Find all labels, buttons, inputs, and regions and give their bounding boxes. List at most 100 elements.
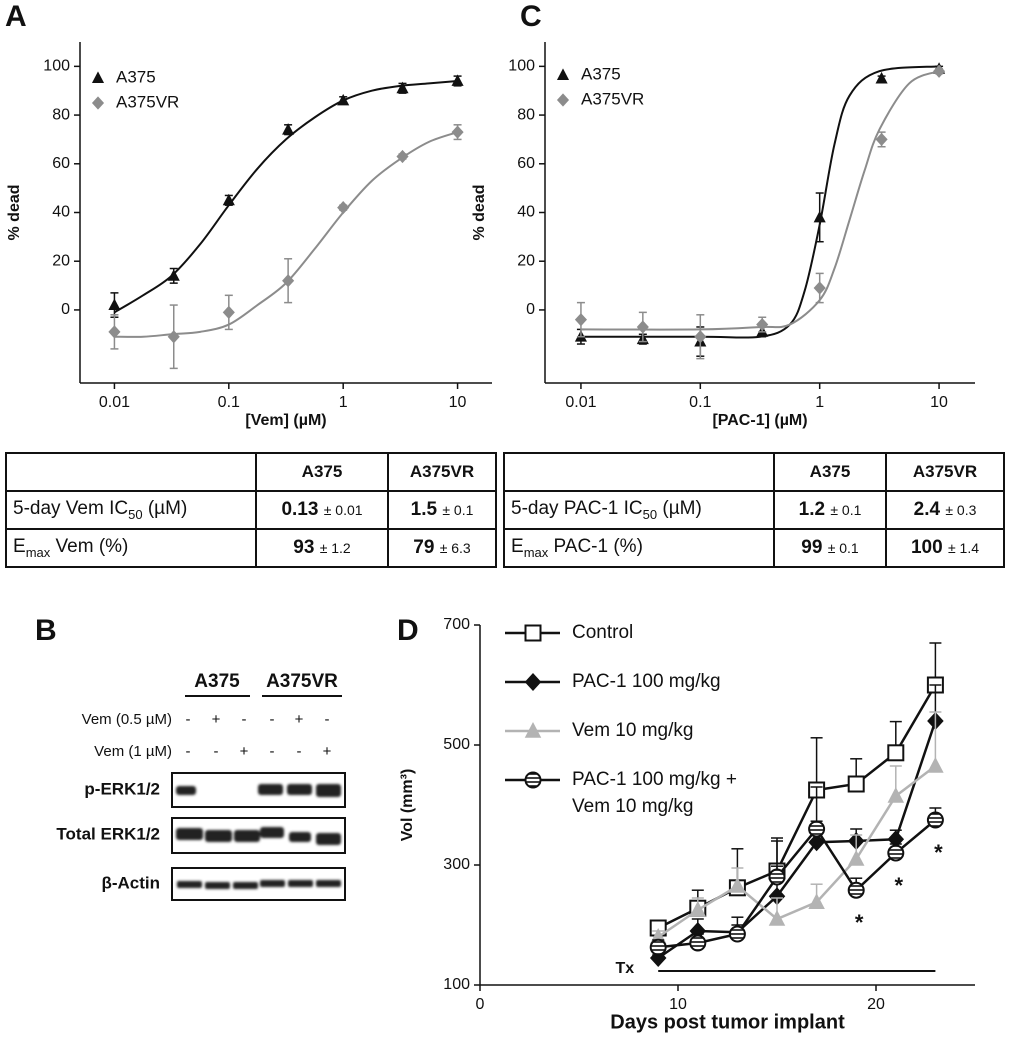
table-row: Emax PAC-1 (%) 99 ± 0.1 100 ± 1.4 [503, 528, 1005, 568]
band [316, 784, 341, 797]
marker [847, 881, 865, 899]
legend-label: PAC-1 100 mg/kg [572, 671, 721, 692]
table-cell: 2.4 ± 0.3 [885, 490, 1005, 530]
y-axis-title: Vol (mm³) [399, 769, 416, 842]
y-tick-label: 500 [443, 736, 470, 753]
cell-value: 1.5 [410, 499, 438, 520]
band [205, 882, 230, 889]
y-tick-label: 80 [517, 106, 535, 123]
cell-error: ± 0.1 [442, 502, 474, 518]
marker [524, 771, 542, 789]
row-label-subscript: max [523, 544, 549, 560]
marker [649, 938, 667, 956]
band [205, 830, 232, 842]
x-tick-label: 10 [930, 394, 948, 411]
x-axis-title: [Vem] (µM) [245, 412, 326, 429]
marker [574, 313, 587, 327]
chart-panel: A 0 20 40 60 80 100 0.01 0.1 1 10 [Vem] (µM) % dead A… [5, 0, 492, 429]
table-corner [503, 452, 775, 492]
table-cell: 1.5 ± 0.1 [387, 490, 497, 530]
cell-value: 99 [801, 537, 823, 558]
chart-panel: D 100 300 500 700 0 10 20 Days post tumor implan… [397, 614, 975, 1033]
blot-images [171, 695, 346, 901]
y-tick-label: 60 [517, 155, 535, 172]
table-header: A375VR [885, 452, 1005, 492]
cell-error: ± 0.01 [323, 502, 363, 518]
y-tick-label: 20 [52, 252, 70, 269]
marker [524, 624, 542, 642]
marker [768, 868, 786, 886]
row-label-subscript: 50 [642, 506, 658, 522]
treatment-sign: - [186, 743, 191, 760]
series [649, 684, 944, 967]
y-tick-label: 300 [443, 856, 470, 873]
marker [933, 64, 946, 78]
table-header: A375 [255, 452, 389, 492]
row-label-text: E [13, 536, 26, 558]
row-label: Emax Vem (%) [5, 528, 257, 568]
marker [689, 934, 707, 952]
cell-error: ± 0.1 [827, 540, 859, 556]
marker [451, 74, 464, 86]
x-tick-label: 0.01 [565, 394, 596, 411]
marker [524, 722, 542, 738]
y-tick-label: 100 [508, 58, 535, 75]
y-tick-label: 60 [52, 155, 70, 172]
marker [108, 298, 121, 311]
significance-star: * [895, 873, 904, 898]
legend-label: PAC-1 100 mg/kg + Vem 10 mg/kg [572, 769, 737, 817]
y-axis-title: % dead [6, 184, 23, 240]
treatment-sign: + [212, 711, 221, 728]
marker [768, 887, 786, 906]
treatment-sign: + [323, 743, 332, 760]
legend-label: Control [572, 622, 633, 643]
chart-panel: C 0 20 40 60 80 100 0.01 0.1 1 10 [PAC-1] (µM) % dea… [471, 0, 975, 429]
series [108, 124, 464, 370]
cell-value: 2.4 [913, 499, 941, 520]
band [234, 830, 260, 842]
marker [847, 775, 865, 793]
row-label-subscript: 50 [128, 506, 143, 522]
cell-error: ± 0.1 [830, 502, 862, 518]
treatment-sign: - [325, 711, 330, 728]
table-cell: 0.13 ± 0.01 [255, 490, 389, 530]
band [260, 827, 284, 838]
table-cell: 99 ± 0.1 [773, 528, 887, 568]
legend: A375 A375VR [91, 67, 179, 111]
error-bar [810, 737, 823, 790]
cell-value: 0.13 [281, 499, 319, 520]
x-tick-label: 20 [867, 996, 885, 1013]
band [233, 882, 258, 889]
marker [887, 787, 905, 803]
marker [222, 305, 235, 319]
table-row: 5-day Vem IC50 (µM) 0.13 ± 0.01 1.5 ± 0.1 [5, 490, 497, 530]
marker [91, 71, 105, 83]
row-label-subscript: max [25, 544, 51, 560]
marker [524, 673, 542, 691]
y-tick-label: 40 [52, 204, 70, 221]
x-tick-label: 0.1 [689, 394, 711, 411]
table-header-row: A375 A375VR [503, 452, 1005, 492]
stats-table: A375 A375VR 5-day Vem IC50 (µM) 0.13 ± 0.01… [5, 452, 497, 568]
y-tick-label: 700 [443, 616, 470, 633]
marker [756, 317, 769, 332]
marker [926, 811, 944, 829]
cell-error: ± 1.2 [319, 540, 351, 556]
fit-curve [580, 70, 940, 331]
significance-star: * [934, 840, 943, 865]
table-row: 5-day PAC-1 IC50 (µM) 1.2 ± 0.1 2.4 ± 0.3 [503, 490, 1005, 530]
marker [396, 149, 409, 164]
treatment-sign: - [214, 743, 219, 760]
table-header: A375 [773, 452, 887, 492]
table-cell: 79 ± 6.3 [387, 528, 497, 568]
marker [451, 125, 464, 139]
significance-star: * [855, 910, 864, 935]
fit-curve [114, 131, 458, 338]
group-label: A375 [194, 671, 240, 692]
marker [689, 901, 707, 917]
marker [91, 96, 105, 110]
cell-error: ± 6.3 [439, 540, 471, 556]
marker [875, 132, 888, 147]
